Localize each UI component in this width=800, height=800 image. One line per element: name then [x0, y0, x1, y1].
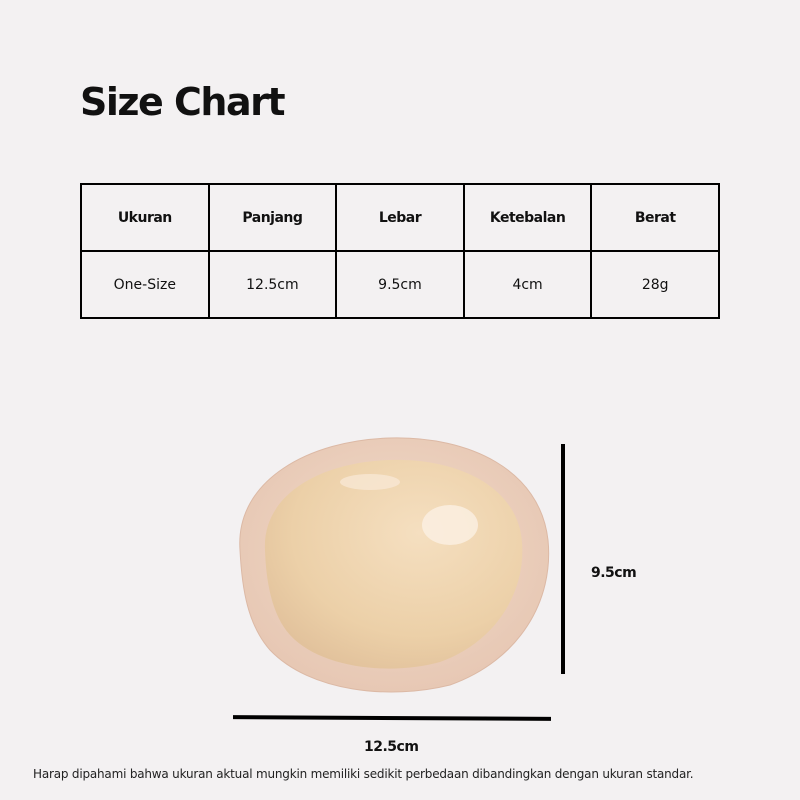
- width-measure-line: [232, 715, 552, 721]
- width-label: 12.5cm: [364, 739, 419, 755]
- disclaimer-note: Harap dipahami bahwa ukuran aktual mungk…: [33, 767, 694, 781]
- table-cell: 12.5cm: [207, 250, 338, 319]
- page-title: Size Chart: [80, 80, 286, 124]
- table-header-row: Ukuran Panjang Lebar Ketebalan Berat: [80, 183, 720, 252]
- header-cell: Lebar: [335, 183, 465, 252]
- product-image: [239, 437, 550, 693]
- header-cell: Panjang: [207, 183, 338, 252]
- header-cell: Berat: [590, 183, 720, 252]
- header-cell: Ukuran: [80, 183, 210, 252]
- table-cell: One-Size: [80, 250, 210, 319]
- table-cell: 28g: [590, 250, 720, 319]
- table-row: One-Size 12.5cm 9.5cm 4cm 28g: [80, 250, 720, 319]
- height-measure-line: [561, 444, 565, 674]
- table-cell: 4cm: [462, 250, 593, 319]
- size-table: Ukuran Panjang Lebar Ketebalan Berat One…: [80, 183, 720, 319]
- table-cell: 9.5cm: [335, 250, 465, 319]
- height-label: 9.5cm: [591, 565, 637, 581]
- header-cell: Ketebalan: [462, 183, 593, 252]
